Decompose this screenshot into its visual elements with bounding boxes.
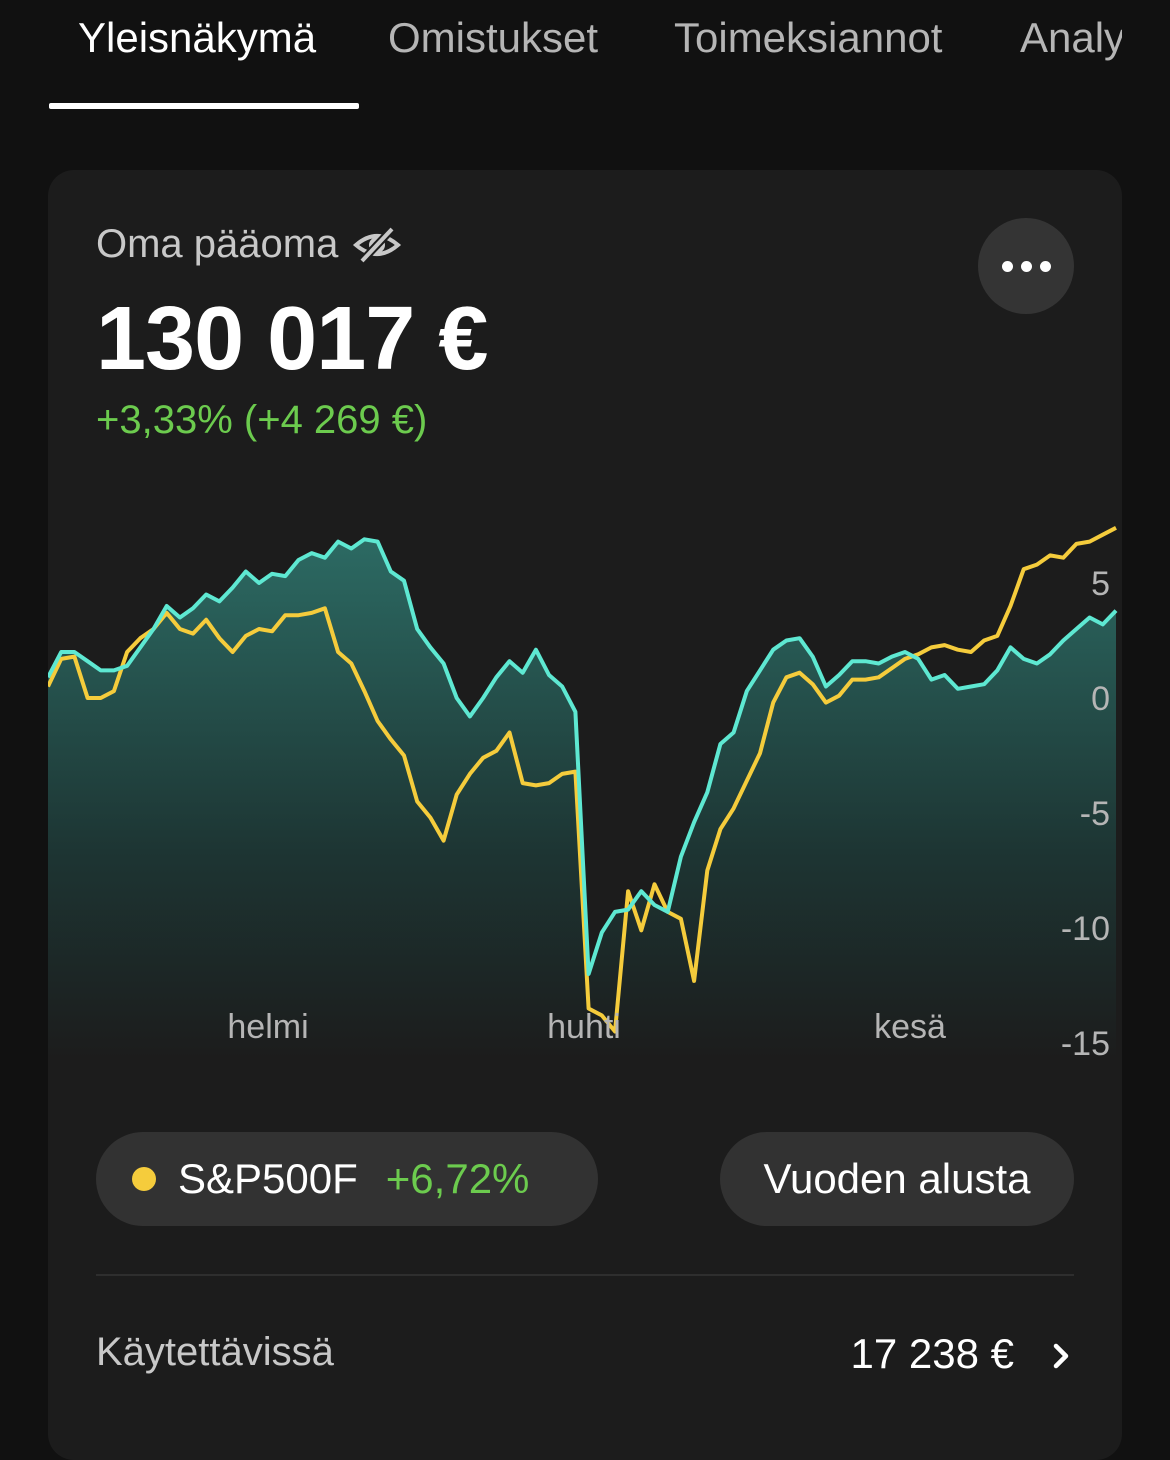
more-options-button[interactable]: [978, 218, 1074, 314]
time-range-button[interactable]: Vuoden alusta: [720, 1132, 1074, 1226]
eye-off-icon[interactable]: [352, 225, 402, 265]
y-tick-label: 0: [1091, 680, 1110, 718]
tab-bar: Yleisnäkymä Omistukset Toimeksiannot Ana…: [0, 0, 1170, 110]
equity-change: +3,33% (+4 269 €): [96, 398, 428, 442]
equity-label-row: Oma pääoma: [96, 222, 402, 267]
x-tick-label: helmi: [227, 1008, 308, 1046]
x-tick-label: huhti: [547, 1008, 621, 1046]
performance-chart[interactable]: 5 0 -5 -10 -15 helmi huhti kesä: [48, 500, 1122, 1060]
y-tick-label: -10: [1061, 910, 1110, 948]
benchmark-change: +6,72%: [385, 1155, 530, 1202]
benchmark-dot: [132, 1167, 156, 1191]
tab-overview[interactable]: Yleisnäkymä: [78, 14, 317, 61]
benchmark-legend[interactable]: S&P500F +6,72%: [96, 1132, 598, 1226]
series-line-1: [48, 526, 1117, 1034]
series-line-0: [48, 537, 1118, 976]
y-tick-label: -15: [1061, 1025, 1110, 1060]
chevron-right-icon: [1053, 1343, 1069, 1369]
equity-value: 130 017 €: [96, 289, 488, 389]
y-tick-label: 5: [1091, 565, 1110, 603]
available-funds-row[interactable]: Käytettävissä 17 238 €: [96, 1310, 1074, 1402]
more-dots-icon: [1001, 260, 1013, 272]
benchmark-name: S&P500F: [178, 1155, 358, 1202]
available-funds-value: 17 238 €: [850, 1330, 1015, 1377]
more-dot: [1039, 260, 1051, 272]
equity-label: Oma pääoma: [96, 222, 339, 266]
equity-card: Oma pääoma 130 017 € +3,33% (+4 269 €) 5…: [48, 170, 1122, 1460]
divider: [96, 1274, 1074, 1276]
tab-orders[interactable]: Toimeksiannot: [674, 14, 943, 61]
active-tab-indicator: [49, 103, 359, 109]
available-funds-label: Käytettävissä: [96, 1330, 334, 1374]
x-tick-label: kesä: [874, 1008, 946, 1046]
tab-holdings[interactable]: Omistukset: [388, 14, 599, 61]
series-area-0: [48, 539, 1116, 1060]
more-dot: [1020, 260, 1032, 272]
tab-analysis[interactable]: Analy: [1020, 14, 1126, 61]
y-tick-label: -5: [1080, 795, 1110, 833]
tab-overflow-mask: [1122, 0, 1170, 100]
